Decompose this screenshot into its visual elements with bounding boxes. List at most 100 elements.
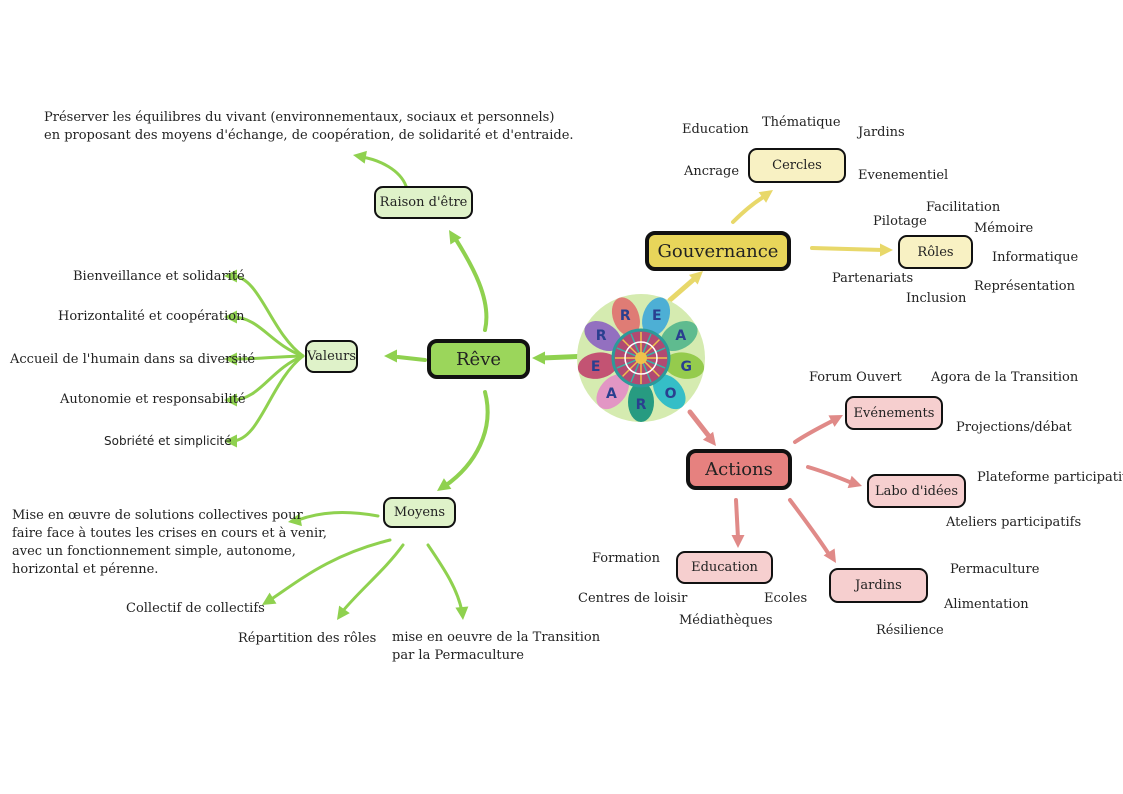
- labo-label: Ateliers participatifs: [946, 515, 1082, 530]
- arrow-head: [262, 592, 277, 605]
- jardin-label: Alimentation: [944, 597, 1029, 612]
- arrow-head: [384, 349, 397, 363]
- node-gouvernance[interactable]: Gouvernance: [645, 231, 791, 271]
- petal-shape: [660, 320, 698, 352]
- valeur-label: Accueil de l'humain dans sa diversité: [10, 352, 256, 367]
- valeur-label: Autonomie et responsabilité: [60, 392, 246, 407]
- arrow-head: [702, 431, 716, 446]
- connector-line: [687, 409, 711, 438]
- evenement-label: Projections/débat: [956, 420, 1072, 435]
- moyens-repartition-label: Répartition des rôles: [238, 631, 377, 646]
- connector-line: [230, 315, 305, 358]
- arrow-head: [224, 393, 237, 407]
- arrow-head: [688, 271, 703, 285]
- moyens-text: Mise en œuvre de solutions collectives p…: [12, 508, 328, 577]
- arrow-head: [449, 230, 462, 245]
- logo-letter: G: [681, 359, 693, 375]
- arrow-head: [224, 434, 237, 448]
- valeur-label: Bienveillance et solidarité: [73, 269, 245, 284]
- node-cercles[interactable]: Cercles: [748, 148, 846, 183]
- connector-line: [268, 538, 392, 602]
- connector-line: [296, 511, 380, 522]
- arrow-head: [224, 269, 237, 283]
- logo-letter: R: [596, 328, 607, 344]
- connector-line: [806, 465, 854, 485]
- arrow-head: [337, 605, 350, 620]
- role-label: Mémoire: [974, 221, 1034, 236]
- node-moyens[interactable]: Moyens: [383, 497, 456, 528]
- node-raison-detre[interactable]: Raison d'être: [374, 186, 473, 219]
- arrow-head: [532, 351, 545, 365]
- mandala-ring: [624, 341, 658, 375]
- logo-letter: A: [606, 386, 617, 402]
- cercle-label: Evenementiel: [858, 168, 949, 183]
- logo-petal: [660, 320, 698, 352]
- logo-petal: [664, 352, 705, 379]
- education-label: Centres de loisir: [578, 591, 688, 606]
- logo-letter: O: [665, 386, 677, 402]
- labo-label: Plateforme participative: [977, 470, 1123, 485]
- valeur-label: Sobriété et simplicité: [104, 434, 232, 448]
- logo-letter: R: [636, 397, 647, 413]
- education-label: Médiathèques: [679, 613, 773, 628]
- connector-line: [230, 274, 305, 358]
- petal-shape: [628, 382, 654, 422]
- valeur-label: Horizontalité et coopération: [58, 309, 245, 324]
- node-evenements[interactable]: Evénements: [845, 396, 943, 430]
- arrow-head: [823, 548, 836, 563]
- connector-line: [667, 277, 696, 303]
- petal-shape: [584, 320, 622, 352]
- logo-letter: E: [652, 308, 662, 324]
- logo-petal: [577, 352, 618, 379]
- node-education[interactable]: Education: [676, 551, 773, 584]
- evenement-label: Agora de la Transition: [931, 370, 1079, 385]
- connector-line: [340, 543, 405, 614]
- petal-shape: [611, 297, 640, 336]
- role-label: Pilotage: [873, 214, 927, 229]
- node-reve[interactable]: Rêve: [427, 339, 530, 379]
- role-label: Représentation: [974, 279, 1076, 294]
- node-valeurs[interactable]: Valeurs: [305, 340, 358, 373]
- petal-shape: [596, 374, 629, 410]
- arrow-head: [353, 150, 367, 164]
- connector-line: [453, 236, 489, 332]
- cercle-label: Thématique: [762, 115, 841, 130]
- node-actions[interactable]: Actions: [686, 449, 792, 490]
- logo-letter: E: [591, 359, 601, 375]
- logo-letter: A: [675, 328, 686, 344]
- connector-line: [230, 354, 305, 443]
- education-label: Formation: [592, 551, 661, 566]
- role-label: Informatique: [992, 250, 1079, 265]
- arrow-head: [288, 513, 302, 527]
- logo-petal: [611, 297, 640, 336]
- node-jardins[interactable]: Jardins: [829, 568, 928, 603]
- moyens-transition-label: mise en oeuvre de la Transition par la P…: [392, 630, 601, 663]
- cercle-label: Jardins: [858, 125, 905, 140]
- connector-line: [230, 354, 305, 402]
- connector-line: [230, 354, 305, 361]
- arrow-head: [758, 190, 773, 203]
- raison-detre-text: Préserver les équilibres du vivant (envi…: [44, 110, 574, 143]
- arrow-head: [847, 475, 862, 489]
- petal-shape: [642, 297, 671, 336]
- petal-shape: [653, 374, 686, 410]
- role-label: Partenariats: [832, 271, 914, 286]
- moyens-collectif-label: Collectif de collectifs: [126, 601, 265, 616]
- education-label: Ecoles: [764, 591, 808, 606]
- role-label: Inclusion: [906, 291, 967, 306]
- connector-line: [731, 194, 767, 224]
- arrow-head: [828, 415, 843, 427]
- cercle-label: Ancrage: [684, 164, 740, 179]
- node-labo[interactable]: Labo d'idées: [867, 474, 966, 508]
- connector-line: [810, 246, 885, 252]
- logo-petal: [653, 374, 686, 410]
- jardin-label: Résilience: [876, 623, 944, 638]
- arrow-head: [224, 310, 237, 324]
- node-roles[interactable]: Rôles: [898, 235, 973, 269]
- connector-line: [443, 390, 490, 488]
- arrow-head: [437, 478, 452, 491]
- connector-line: [360, 155, 408, 188]
